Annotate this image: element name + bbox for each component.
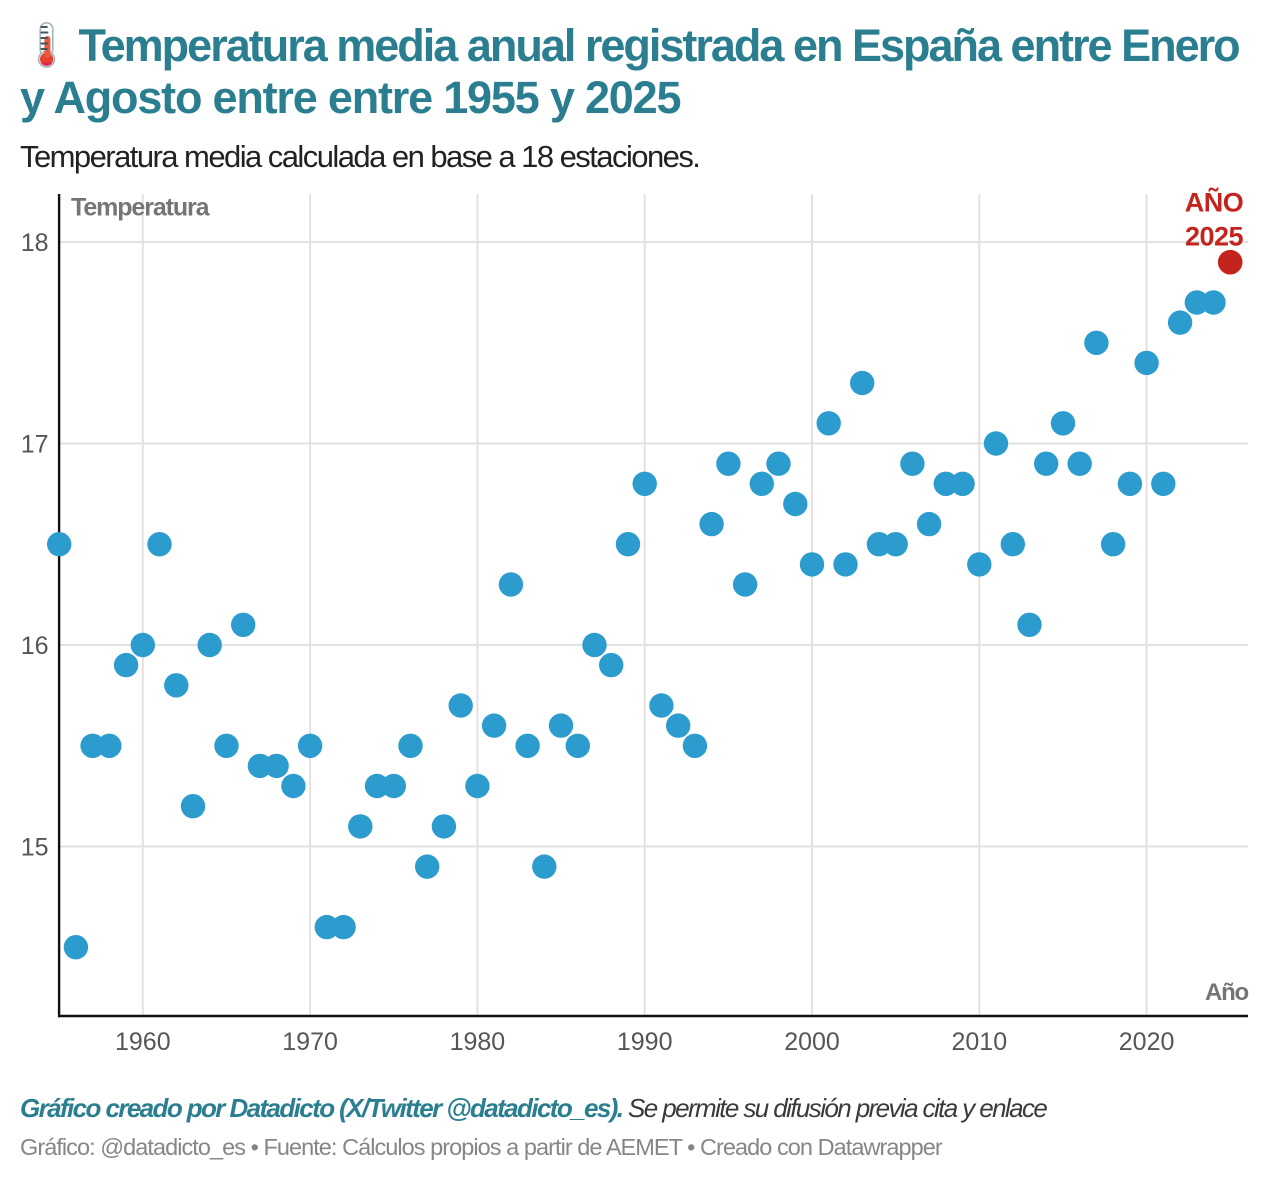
svg-text:18: 18	[21, 229, 49, 257]
svg-text:1970: 1970	[282, 1028, 338, 1056]
svg-text:16: 16	[21, 632, 49, 660]
svg-text:2010: 2010	[951, 1028, 1007, 1056]
svg-text:Año: Año	[1205, 979, 1249, 1006]
svg-text:1990: 1990	[617, 1028, 673, 1056]
svg-text:1960: 1960	[115, 1028, 171, 1056]
svg-text:2025: 2025	[1185, 222, 1244, 252]
svg-text:AÑO: AÑO	[1185, 187, 1244, 218]
svg-text:2020: 2020	[1119, 1028, 1175, 1056]
svg-text:Temperatura: Temperatura	[71, 194, 211, 222]
svg-text:1980: 1980	[450, 1028, 506, 1056]
svg-text:15: 15	[21, 833, 49, 861]
svg-text:17: 17	[21, 430, 49, 458]
svg-text:2000: 2000	[784, 1028, 840, 1056]
